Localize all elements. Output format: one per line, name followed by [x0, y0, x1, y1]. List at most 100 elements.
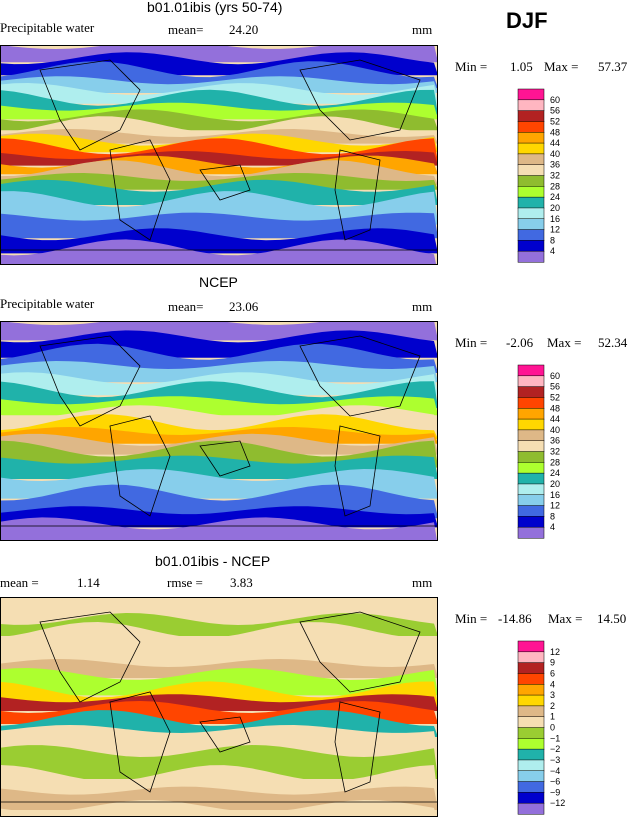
contour-band [0, 506, 438, 528]
panel2-mean-value: 23.06 [229, 299, 259, 314]
map-frame [0, 321, 438, 541]
colorbar-tick-label: 12 [550, 225, 560, 235]
colorbar-swatch [517, 505, 545, 517]
colorbar-swatch [517, 472, 545, 485]
panel1-title: b01.01ibis (yrs 50-74) [147, 0, 283, 15]
panel3-mean-label: mean = [0, 575, 39, 590]
colorbar-swatch [517, 748, 545, 761]
colorbar-tick-label: 16 [550, 490, 560, 500]
colorbar-tick-label: 32 [550, 447, 560, 457]
colorbar-tick-label: 4 [550, 522, 555, 532]
colorbar-tick-label: 4 [550, 679, 555, 689]
colorbar-swatch [517, 207, 545, 220]
colorbar-tick-label: 28 [550, 457, 560, 467]
contour-band [0, 129, 438, 144]
colorbar-swatch [517, 462, 545, 474]
colorbar-tick-label: 1 [550, 712, 555, 722]
coastline [334, 149, 381, 241]
colorbar-tick-label: 52 [550, 116, 560, 126]
panel2-max-label: Max = [547, 335, 582, 350]
colorbar-swatch [517, 408, 545, 420]
colorbar-tick-label: 3 [550, 690, 555, 700]
colorbar-tick-label: 12 [550, 501, 560, 511]
panel1-units: mm [412, 22, 433, 37]
colorbar-swatch [517, 727, 545, 739]
coastline [109, 415, 171, 517]
panel1-mean-label: mean= [168, 22, 204, 37]
colorbar-swatch [517, 240, 545, 252]
panel3-title: b01.01ibis - NCEP [155, 553, 271, 569]
colorbar-swatch [517, 651, 545, 664]
coastline [109, 139, 171, 241]
colorbar-swatch [517, 640, 545, 653]
colorbar-swatch [517, 250, 545, 263]
contour-band [0, 622, 438, 671]
colorbar-swatch [517, 770, 545, 783]
colorbar-tick-label: 48 [550, 403, 560, 413]
colorbar-tick-label: 44 [550, 414, 560, 424]
season-label: DJF [506, 8, 548, 33]
coastline [199, 716, 251, 753]
colorbar-swatch [517, 440, 545, 453]
contour-band [0, 668, 438, 696]
colorbar-swatch [517, 494, 545, 507]
colorbar-swatch [517, 153, 545, 166]
colorbar-tick-label: −6 [550, 777, 560, 787]
panel2-variable: Precipitable water [0, 296, 95, 311]
colorbar-tick-label: 28 [550, 181, 560, 191]
colorbar-swatch [517, 483, 545, 496]
panel3-min-value: -14.86 [498, 611, 532, 626]
colorbar-tick-label: −4 [550, 766, 560, 776]
colorbar-tick-label: 24 [550, 468, 560, 478]
coastline [334, 701, 381, 793]
colorbar-swatch [517, 386, 545, 398]
contour-band [0, 745, 438, 779]
contour-band [0, 765, 438, 799]
colorbar-swatch [517, 738, 545, 750]
colorbar-tick-label: 44 [550, 138, 560, 148]
colorbar-swatch [517, 684, 545, 696]
coastline [39, 335, 141, 427]
colorbar-tick-label: 20 [550, 203, 560, 213]
coastline [199, 440, 251, 477]
colorbar-tick-label: 0 [550, 723, 555, 733]
colorbar-tick-label: 40 [550, 149, 560, 159]
panel1-min-value: 1.05 [510, 59, 533, 74]
contour-band [0, 659, 438, 678]
panel3-map [0, 597, 438, 817]
panel2-title: NCEP [199, 274, 238, 290]
map-frame [0, 45, 438, 265]
colorbar-swatch [517, 99, 545, 112]
coastline [39, 611, 141, 703]
colorbar-tick-label: 56 [550, 106, 560, 116]
colorbar-tick-label: 24 [550, 192, 560, 202]
colorbar-swatch [517, 705, 545, 718]
colorbar-tick-label: −3 [550, 755, 560, 765]
panel3-min-label: Min = [455, 611, 488, 626]
colorbar-swatch [517, 229, 545, 241]
contour-band [0, 212, 438, 239]
colorbar-swatch [517, 451, 545, 463]
colorbar-swatch [517, 88, 545, 101]
map-frame [0, 597, 438, 817]
colorbar-tick-label: 36 [550, 436, 560, 446]
coastline [299, 611, 421, 693]
colorbar-tick-label: 40 [550, 425, 560, 435]
contour-band [0, 173, 438, 190]
colorbar-swatch [517, 792, 545, 804]
panel1-max-label: Max = [544, 59, 579, 74]
panel1-max-value: 57.37 [598, 59, 628, 74]
panel2-mean-label: mean= [168, 299, 204, 314]
contour-band [0, 517, 438, 541]
colorbar-swatch [517, 759, 545, 772]
colorbar-swatch [517, 121, 545, 133]
colorbar-tick-label: 16 [550, 214, 560, 224]
contour-band [0, 239, 437, 265]
contour-band [0, 191, 438, 225]
colorbar-swatch [517, 662, 545, 674]
colorbar-tick-label: 36 [550, 160, 560, 170]
colorbar-tick-label: 32 [550, 171, 560, 181]
colorbar-swatch [517, 802, 545, 815]
